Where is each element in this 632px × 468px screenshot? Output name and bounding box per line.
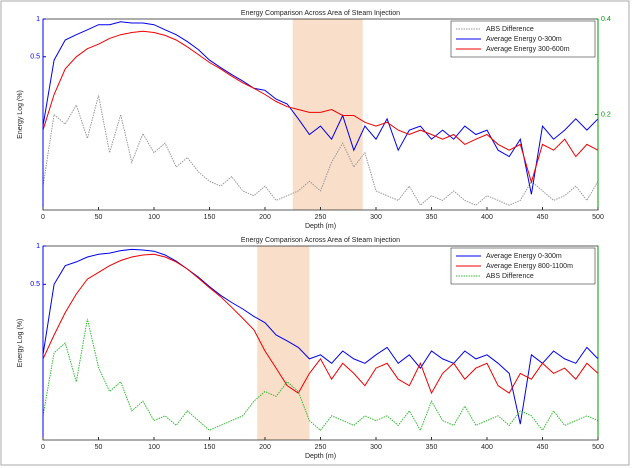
chart-title: Energy Comparison Across Area of Steam I… <box>241 10 400 17</box>
legend-label: Average Energy 300-600m <box>486 46 570 53</box>
x-tick-label: 450 <box>537 214 549 221</box>
series-line <box>42 21 599 195</box>
x-tick-label: 0 <box>41 214 45 221</box>
y-axis-label: Energy Log (%) <box>17 90 24 139</box>
chart-title: Energy Comparison Across Area of Steam I… <box>241 237 400 244</box>
x-tick-label: 250 <box>315 444 327 451</box>
x-tick-label: 300 <box>370 214 382 221</box>
legend-label: Average Energy 0-300m <box>486 253 562 260</box>
x-tick-label: 150 <box>204 214 216 221</box>
x-tick-label: 500 <box>592 214 604 221</box>
series-line <box>42 253 599 395</box>
highlight-region <box>292 19 363 210</box>
series-line <box>42 318 599 432</box>
legend-label: Average Energy 800-1100m <box>486 263 573 270</box>
x-tick-label: 100 <box>148 444 160 451</box>
x-tick-label: 500 <box>592 444 604 451</box>
x-tick-label: 50 <box>95 444 103 451</box>
x-tick-label: 350 <box>426 444 438 451</box>
x-tick-label: 250 <box>315 214 327 221</box>
y2-tick-label: 0.4 <box>601 16 611 23</box>
x-tick-label: 200 <box>259 214 271 221</box>
legend-label: Average Energy 0-300m <box>486 36 562 43</box>
x-tick-label: 400 <box>481 444 493 451</box>
x-tick-label: 450 <box>537 444 549 451</box>
y-tick-label: 1 <box>36 243 40 250</box>
y2-tick-label: 0.2 <box>601 111 611 118</box>
legend-label: ABS Difference <box>486 273 534 280</box>
legend-label: ABS Difference <box>486 26 534 33</box>
y-tick-label: 0.5 <box>30 54 40 61</box>
x-tick-label: 400 <box>481 214 493 221</box>
y-axis-label: Energy Log (%) <box>17 319 24 368</box>
x-tick-label: 0 <box>41 444 45 451</box>
y-tick-label: 1 <box>36 16 40 23</box>
highlight-region <box>257 246 310 440</box>
x-tick-label: 350 <box>426 214 438 221</box>
x-axis-label: Depth (m) <box>305 453 336 460</box>
x-tick-label: 200 <box>259 444 271 451</box>
x-tick-label: 150 <box>204 444 216 451</box>
series-line <box>42 248 599 425</box>
y-tick-label: 0.5 <box>30 281 40 288</box>
x-tick-label: 300 <box>370 444 382 451</box>
x-axis-label: Depth (m) <box>305 223 336 230</box>
series-line <box>42 95 599 206</box>
series-line <box>42 30 599 184</box>
x-tick-label: 100 <box>148 214 160 221</box>
x-tick-label: 50 <box>95 214 103 221</box>
